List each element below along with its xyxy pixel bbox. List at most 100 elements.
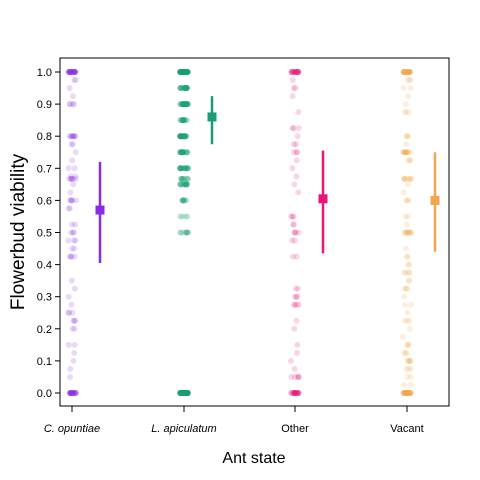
raw-point	[405, 229, 412, 236]
raw-point	[178, 390, 185, 396]
raw-point	[71, 325, 78, 332]
raw-point	[70, 390, 77, 396]
raw-point	[292, 285, 299, 292]
raw-point	[179, 197, 186, 204]
raw-point	[288, 213, 295, 220]
raw-point	[177, 85, 184, 92]
raw-point	[179, 69, 186, 75]
raw-point	[294, 349, 301, 356]
raw-point	[178, 390, 185, 396]
raw-point	[400, 390, 407, 396]
raw-point	[177, 390, 184, 396]
raw-point	[403, 285, 410, 292]
y-tick-label: 0.0	[37, 388, 52, 400]
raw-point	[294, 69, 301, 75]
raw-point	[66, 133, 73, 140]
raw-point	[65, 69, 72, 75]
raw-point	[404, 309, 411, 316]
raw-point	[71, 77, 78, 84]
raw-points-layer	[65, 69, 414, 396]
raw-point	[401, 285, 408, 292]
raw-point	[289, 237, 296, 244]
raw-point	[294, 390, 301, 396]
raw-point	[180, 85, 187, 92]
raw-point	[403, 390, 410, 396]
raw-point	[293, 157, 300, 164]
raw-point	[401, 69, 408, 75]
raw-point	[179, 101, 186, 108]
raw-point	[67, 189, 74, 196]
raw-point	[177, 165, 184, 172]
raw-point	[66, 101, 73, 108]
raw-point	[184, 390, 191, 396]
y-tick-label: 0.9	[37, 99, 52, 111]
raw-point	[184, 390, 191, 396]
raw-point	[288, 357, 295, 364]
plot-frame	[59, 57, 450, 407]
raw-point	[69, 133, 76, 140]
raw-point	[69, 69, 76, 75]
raw-point	[294, 133, 301, 140]
raw-point	[406, 390, 413, 396]
raw-point	[179, 175, 186, 182]
raw-point	[404, 357, 411, 364]
raw-point	[177, 133, 184, 140]
y-tick-label: 0.4	[37, 260, 52, 272]
raw-point	[184, 69, 191, 75]
raw-point	[184, 149, 191, 156]
raw-point	[400, 349, 407, 356]
y-tick-label: 1.0	[37, 67, 52, 79]
raw-point	[177, 390, 184, 396]
raw-point	[67, 390, 74, 396]
raw-point	[178, 85, 185, 92]
raw-point	[184, 165, 191, 172]
raw-point	[405, 229, 412, 236]
raw-point	[177, 69, 184, 75]
raw-point	[178, 133, 185, 140]
raw-point	[292, 69, 299, 75]
raw-point	[178, 165, 185, 172]
raw-point	[404, 133, 411, 140]
raw-point	[66, 309, 73, 316]
raw-point	[179, 69, 186, 75]
raw-point	[402, 109, 409, 116]
raw-point	[400, 69, 407, 75]
raw-point	[177, 390, 184, 396]
y-tick-label: 0.1	[37, 356, 52, 368]
raw-point	[181, 390, 188, 396]
raw-point	[183, 390, 190, 396]
raw-point	[403, 365, 410, 372]
raw-point	[402, 229, 409, 236]
raw-point	[180, 69, 187, 75]
raw-point	[184, 390, 191, 396]
raw-point	[179, 133, 186, 140]
raw-point	[406, 269, 413, 276]
raw-point	[293, 293, 300, 300]
raw-point	[184, 390, 191, 396]
raw-point	[68, 175, 75, 182]
y-axis-label: Flowerbud viability	[8, 153, 29, 310]
raw-point	[68, 253, 75, 260]
raw-point	[407, 390, 414, 396]
raw-point	[71, 69, 78, 75]
raw-point	[405, 69, 412, 75]
raw-point	[179, 390, 186, 396]
raw-point	[66, 205, 73, 212]
raw-point	[67, 69, 74, 75]
raw-point	[178, 390, 185, 396]
raw-point	[181, 85, 188, 92]
raw-point	[67, 133, 74, 140]
raw-point	[179, 390, 186, 396]
raw-point	[294, 69, 301, 75]
raw-point	[65, 293, 72, 300]
raw-point	[403, 390, 410, 396]
raw-point	[406, 69, 413, 75]
raw-point	[293, 69, 300, 75]
raw-point	[407, 77, 414, 84]
raw-point	[70, 390, 77, 396]
raw-point	[402, 269, 409, 276]
raw-point	[401, 390, 408, 396]
raw-point	[182, 117, 189, 124]
raw-point	[181, 390, 188, 396]
raw-point	[183, 229, 190, 236]
